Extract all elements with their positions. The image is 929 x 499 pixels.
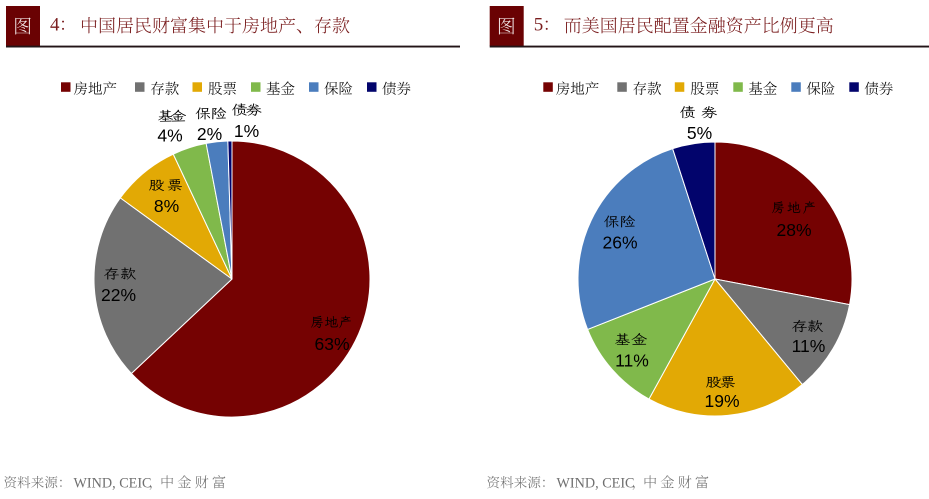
svg-text:2%: 2% (197, 124, 222, 144)
svg-text:5%: 5% (687, 123, 712, 143)
svg-text:1%: 1% (234, 121, 259, 141)
svg-text:5: 5 (534, 15, 544, 36)
svg-text:11%: 11% (615, 351, 649, 371)
svg-text:4: 4 (50, 15, 60, 36)
svg-text:4%: 4% (157, 126, 182, 146)
svg-text:26%: 26% (602, 233, 637, 253)
svg-text:19%: 19% (704, 391, 739, 411)
svg-text:22%: 22% (101, 285, 136, 305)
svg-text:WIND, CEIC: WIND, CEIC (557, 475, 635, 491)
svg-text:63%: 63% (314, 334, 349, 354)
svg-text:11%: 11% (792, 336, 826, 356)
svg-text:WIND, CEIC: WIND, CEIC (74, 475, 152, 491)
svg-text:8%: 8% (154, 196, 179, 216)
svg-text:28%: 28% (776, 220, 811, 240)
